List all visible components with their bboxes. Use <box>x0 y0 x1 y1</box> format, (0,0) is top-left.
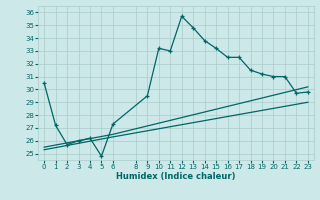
X-axis label: Humidex (Indice chaleur): Humidex (Indice chaleur) <box>116 172 236 181</box>
